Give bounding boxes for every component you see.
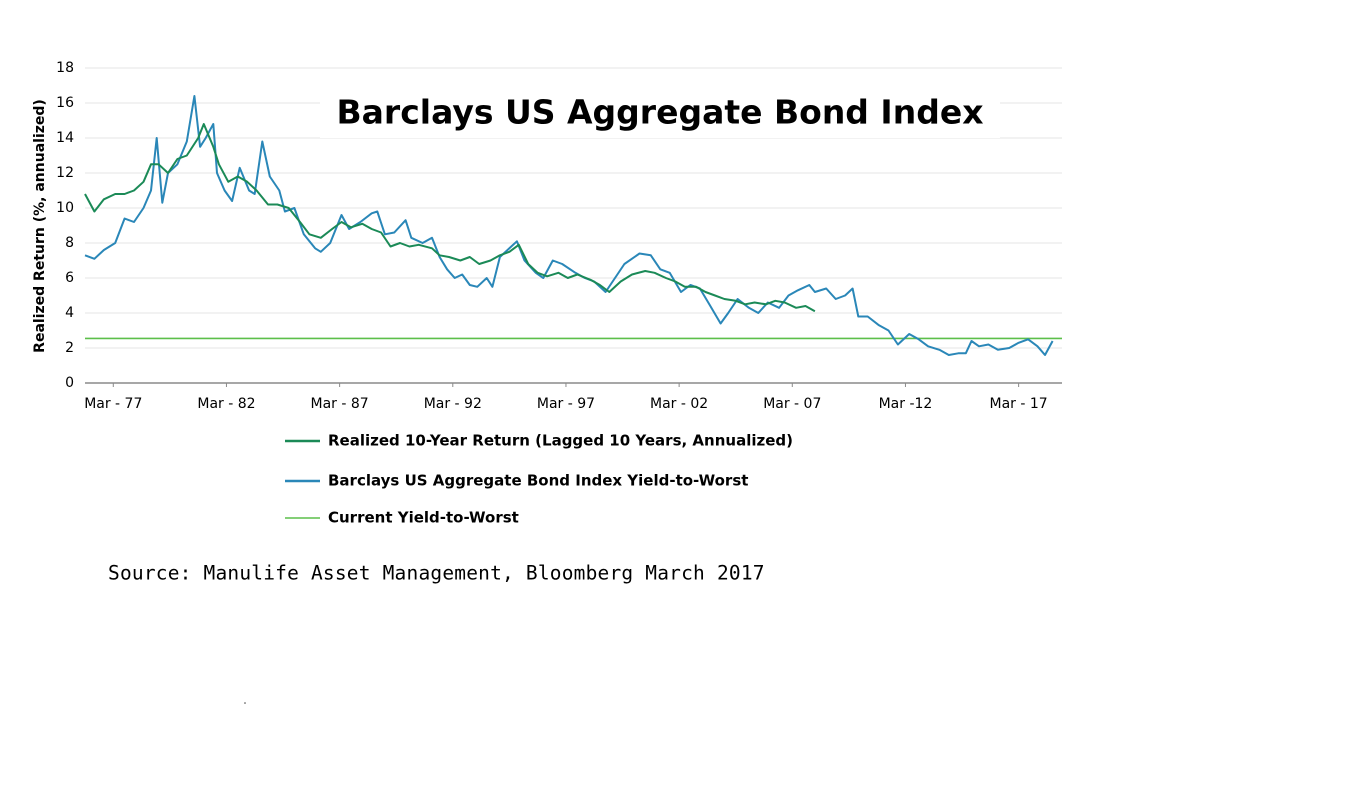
data-line	[84, 123, 816, 313]
x-tick-label: Mar - 07	[763, 396, 821, 412]
legend-label: Barclays US Aggregate Bond Index Yield-t…	[328, 472, 748, 490]
x-tick-label: Mar - 77	[84, 396, 142, 412]
y-tick-label: 18	[56, 60, 74, 76]
chart-title: Barclays US Aggregate Bond Index	[337, 93, 984, 132]
y-axis-title: Realized Return (%, annualized)	[32, 99, 48, 353]
x-tick-label: Mar - 17	[990, 396, 1048, 412]
source-note: Source: Manulife Asset Management, Bloom…	[108, 562, 765, 585]
y-tick-label: 16	[56, 95, 74, 111]
x-tick-label: Mar - 97	[537, 396, 595, 412]
x-tick-label: Mar - 02	[650, 396, 708, 412]
y-tick-label: 4	[65, 305, 74, 321]
y-tick-label: 10	[56, 200, 74, 216]
x-tick-label: Mar - 87	[311, 396, 369, 412]
y-tick-label: 0	[65, 375, 74, 391]
x-tick-label: Mar -12	[879, 396, 933, 412]
y-tick-label: 6	[65, 270, 74, 286]
x-tick-label: Mar - 82	[197, 396, 255, 412]
legend-label: Realized 10-Year Return (Lagged 10 Years…	[328, 432, 793, 450]
stray-dot	[244, 702, 246, 704]
x-tick-label: Mar - 92	[424, 396, 482, 412]
title-background	[320, 88, 1000, 138]
y-tick-label: 8	[65, 235, 74, 251]
y-tick-label: 14	[56, 130, 74, 146]
y-tick-label: 2	[65, 340, 74, 356]
y-tick-label: 12	[56, 165, 74, 181]
legend-label: Current Yield-to-Worst	[328, 509, 519, 527]
